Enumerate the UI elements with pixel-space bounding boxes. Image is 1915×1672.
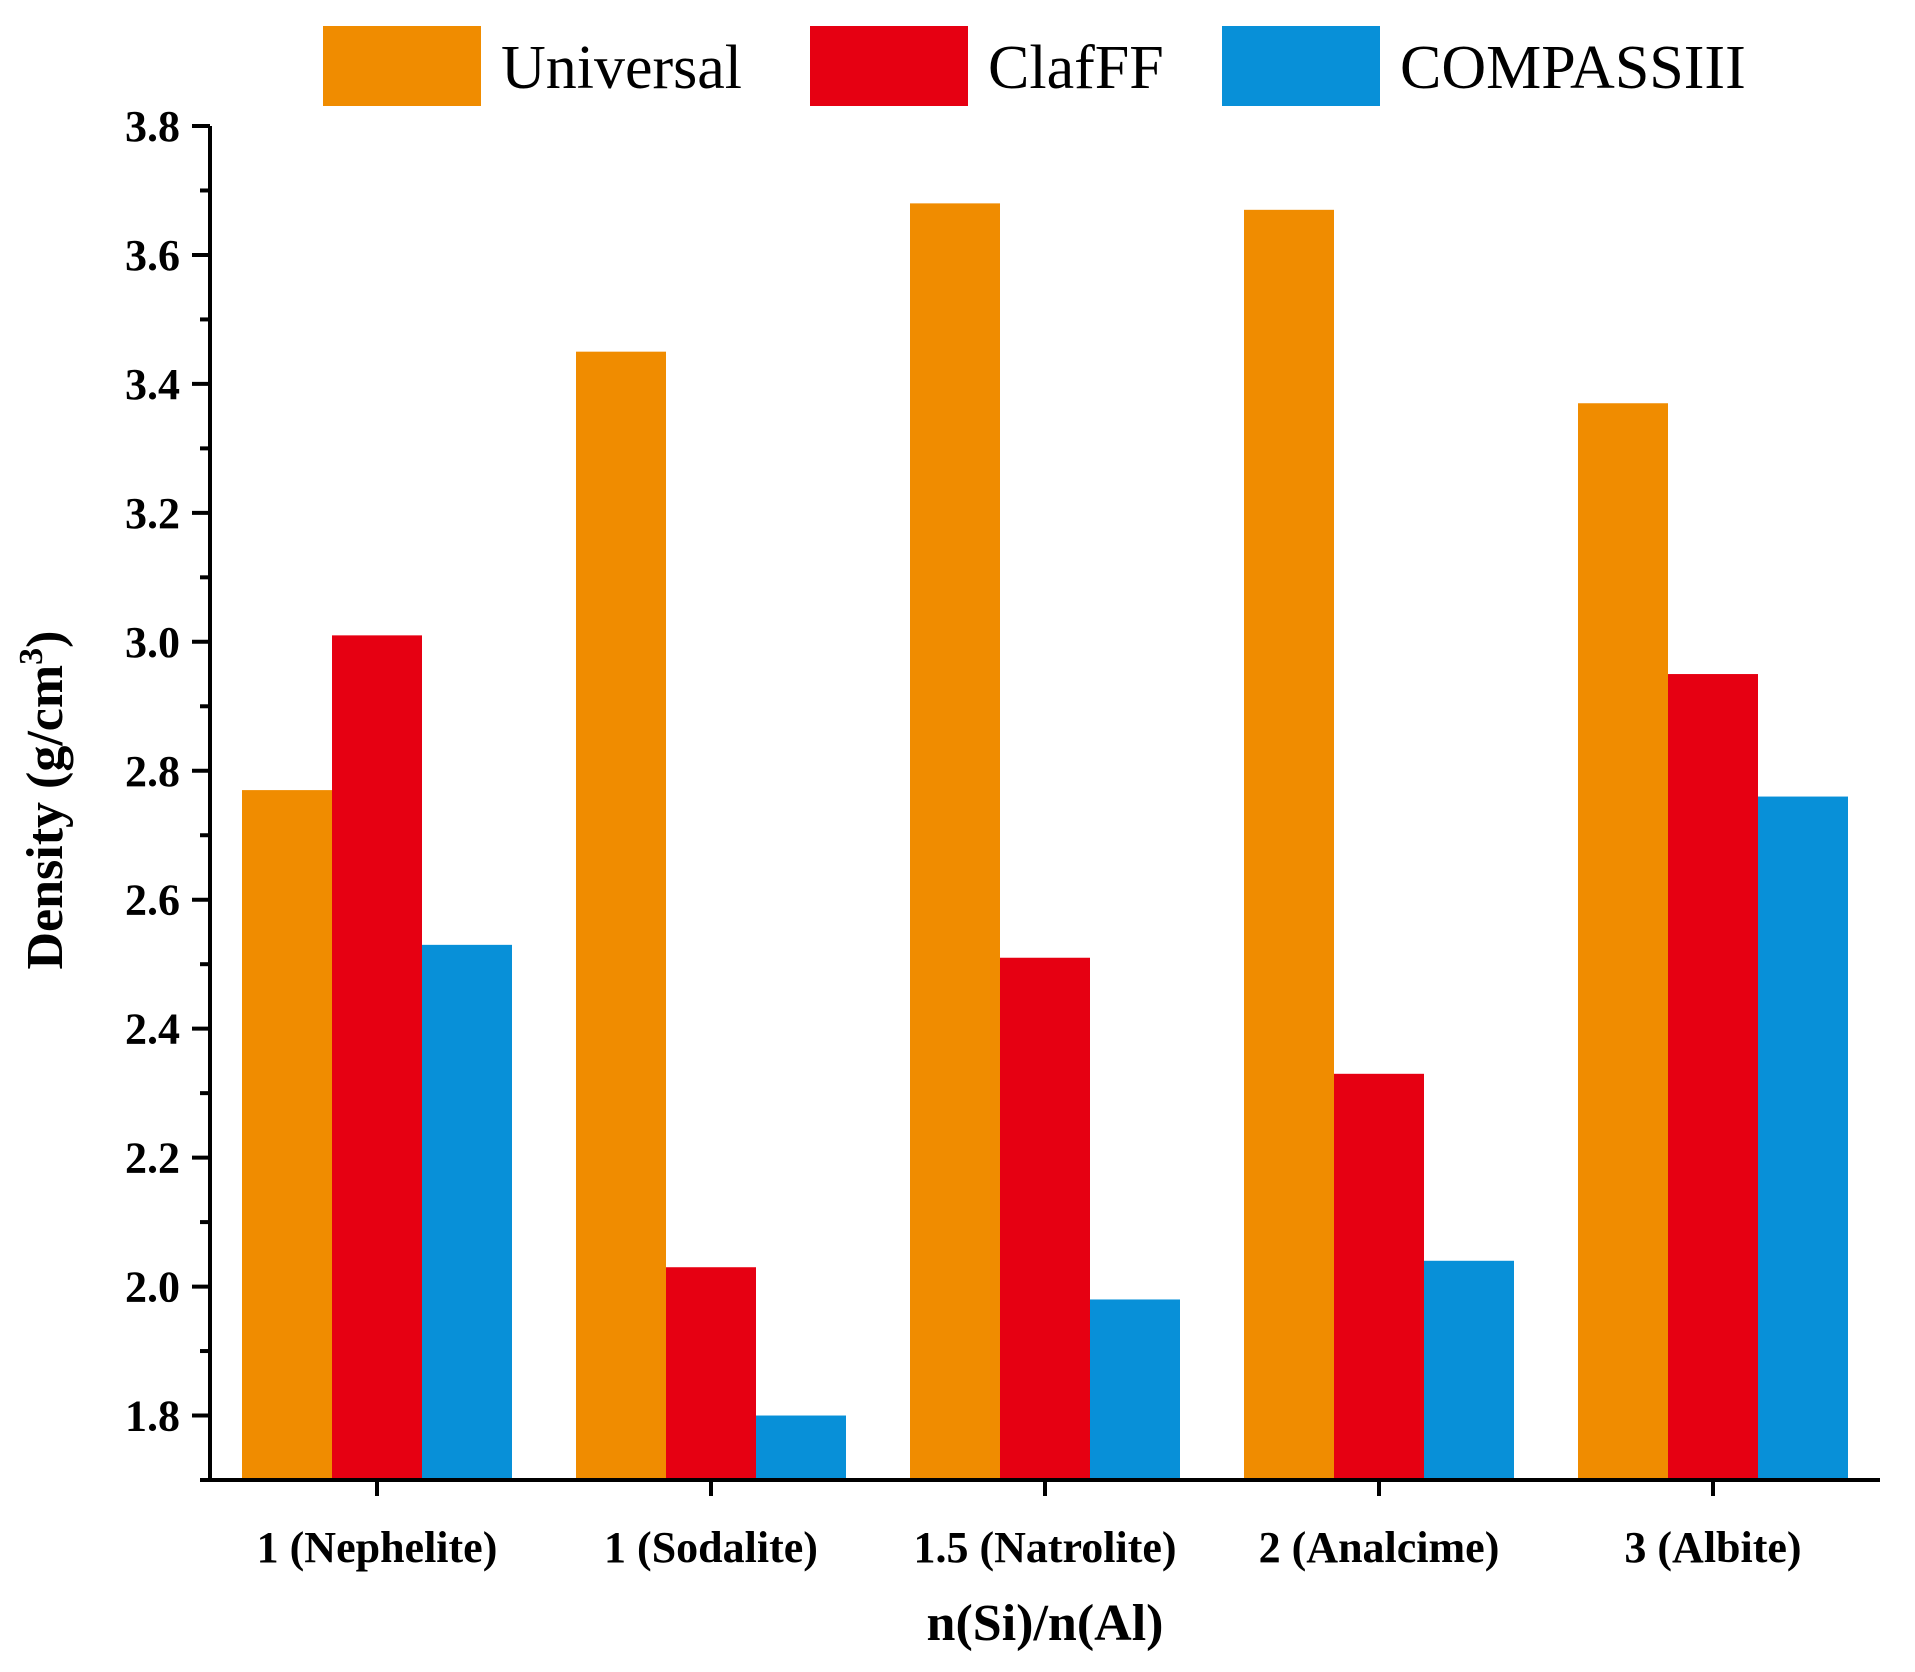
x-axis-title: n(Si)/n(Al) — [927, 1595, 1164, 1652]
y-axis-title-superscript: 3 — [13, 648, 50, 665]
y-axis-ticks: 1.8 2.0 2.2 2.4 2.6 2.8 3.0 3.2 3.4 3.6 3.8 — [125, 102, 210, 1482]
legend-swatch-compassiii — [1222, 26, 1380, 106]
y-tick-label: 2.2 — [125, 1134, 180, 1183]
x-tick-label: 3 (Albite) — [1624, 1523, 1801, 1572]
y-axis-title-main: Density (g/cm — [17, 665, 74, 970]
y-axis-title: Density (g/cm3) — [13, 630, 74, 969]
bar-clafff-3 — [1334, 1073, 1424, 1480]
legend-swatch-universal — [323, 26, 481, 106]
x-tick-label: 1 (Nephelite) — [257, 1523, 498, 1572]
bar-compassiii-4 — [1758, 796, 1848, 1480]
bars — [242, 203, 1848, 1481]
bar-universal-1 — [576, 351, 666, 1481]
bar-universal-4 — [1578, 403, 1668, 1481]
x-tick-label: 1 (Sodalite) — [604, 1523, 818, 1572]
bar-compassiii-1 — [756, 1415, 846, 1480]
bar-compassiii-0 — [422, 944, 512, 1480]
y-tick-label: 3.4 — [125, 360, 180, 409]
legend-label-compassiii: COMPASSIII — [1400, 34, 1746, 102]
y-tick-label: 2.0 — [125, 1263, 180, 1312]
x-tick-label: 1.5 (Natrolite) — [913, 1523, 1176, 1572]
bar-universal-3 — [1244, 209, 1334, 1480]
y-tick-label: 3.8 — [125, 102, 180, 151]
y-tick-label: 2.4 — [125, 1005, 180, 1054]
y-tick-label: 3.2 — [125, 489, 180, 538]
bar-clafff-2 — [1000, 957, 1090, 1480]
legend-label-clafff: ClafFF — [988, 34, 1164, 102]
y-tick-label: 3.0 — [125, 618, 180, 667]
y-tick-label: 1.8 — [125, 1392, 180, 1441]
bar-clafff-1 — [666, 1267, 756, 1480]
bar-universal-0 — [242, 790, 332, 1480]
x-axis-ticks: 1 (Nephelite) 1 (Sodalite) 1.5 (Natrolite)… — [257, 1480, 1802, 1572]
y-tick-label: 2.6 — [125, 876, 180, 925]
y-tick-label: 2.8 — [125, 747, 180, 796]
bar-clafff-4 — [1668, 674, 1758, 1480]
legend: Universal ClafFF COMPASSIII — [323, 26, 1746, 106]
bar-clafff-0 — [332, 635, 422, 1480]
x-tick-label: 2 (Analcime) — [1259, 1523, 1500, 1572]
legend-swatch-clafff — [810, 26, 968, 106]
bar-compassiii-2 — [1090, 1299, 1180, 1480]
y-axis-title-suffix: ) — [17, 630, 74, 647]
bar-compassiii-3 — [1424, 1260, 1514, 1480]
bar-universal-2 — [910, 203, 1000, 1480]
legend-label-universal: Universal — [501, 34, 742, 102]
y-tick-label: 3.6 — [125, 231, 180, 280]
